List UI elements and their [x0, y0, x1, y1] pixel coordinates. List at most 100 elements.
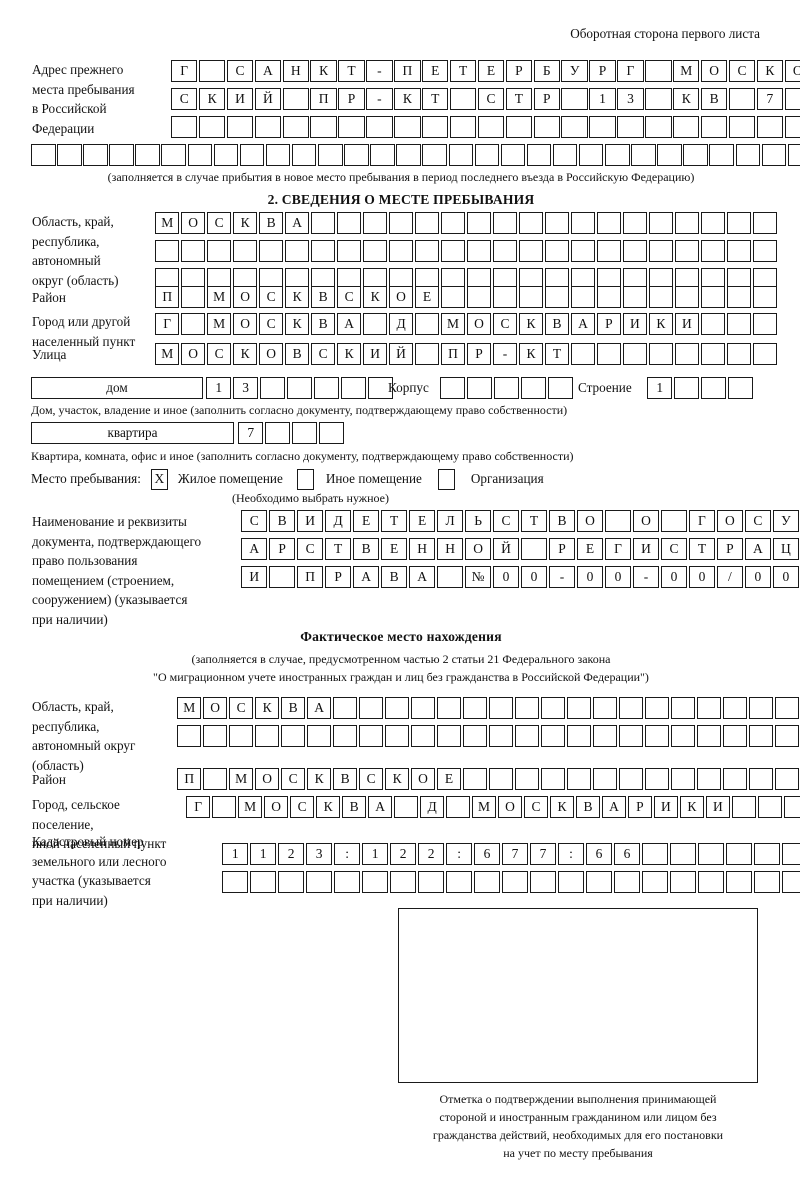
- prev-address-cell-12[interactable]: Р: [505, 60, 533, 82]
- actual-district-cell-23[interactable]: [774, 768, 800, 790]
- document-cell-6[interactable]: А: [408, 566, 436, 588]
- cadastral-cell-2[interactable]: 2: [277, 843, 305, 865]
- region-cell-3[interactable]: К: [232, 212, 258, 234]
- street-cell-5[interactable]: В: [284, 343, 310, 365]
- street-cell-22[interactable]: [726, 343, 752, 365]
- cadastral-cell-14[interactable]: [613, 871, 641, 893]
- actual-region-cell-16[interactable]: [592, 725, 618, 747]
- prev-address-cell-9[interactable]: [422, 116, 449, 138]
- city-cell-0[interactable]: Г: [155, 313, 180, 335]
- cadastral-cell-9[interactable]: 6: [473, 843, 501, 865]
- street-cell-16[interactable]: [570, 343, 596, 365]
- korpus-cell-1[interactable]: [466, 377, 493, 399]
- prev-address-cell-15[interactable]: 1: [589, 88, 616, 110]
- actual-city-cell-10[interactable]: [445, 796, 471, 818]
- cadastral-cell-14[interactable]: 6: [613, 843, 641, 865]
- prev-address-full-cell-23[interactable]: [631, 144, 656, 166]
- cadastral-cell-9[interactable]: [473, 871, 501, 893]
- region-cell-6[interactable]: [310, 240, 336, 262]
- region-cell-7[interactable]: [336, 240, 362, 262]
- cadastral-cell-15[interactable]: [641, 871, 669, 893]
- district-cell-18[interactable]: [622, 286, 648, 308]
- prev-address-cell-21[interactable]: [756, 116, 784, 138]
- document-cell-15[interactable]: [660, 510, 688, 532]
- region-cell-21[interactable]: [700, 240, 726, 262]
- cadastral-cell-8[interactable]: [445, 871, 473, 893]
- region-cell-18[interactable]: [622, 212, 648, 234]
- region-cell-10[interactable]: [414, 212, 440, 234]
- document-cell-7[interactable]: [436, 566, 464, 588]
- actual-district-cell-19[interactable]: [670, 768, 696, 790]
- prev-address-full-cell-13[interactable]: [370, 144, 395, 166]
- cadastral-cell-3[interactable]: 3: [305, 843, 333, 865]
- region-row-2[interactable]: [155, 240, 779, 262]
- prev-address-cell-4[interactable]: [282, 88, 309, 110]
- region-cell-5[interactable]: А: [284, 212, 310, 234]
- prev-address-full-cell-26[interactable]: [709, 144, 734, 166]
- document-cell-5[interactable]: Т: [380, 510, 408, 532]
- prev-address-cell-13[interactable]: Б: [533, 60, 560, 82]
- district-cell-21[interactable]: [700, 286, 726, 308]
- street-cell-23[interactable]: [752, 343, 778, 365]
- house-cell-5[interactable]: [340, 377, 367, 399]
- prev-address-full-cell-9[interactable]: [265, 144, 291, 166]
- actual-region-cell-7[interactable]: [358, 697, 384, 719]
- cadastral-cell-3[interactable]: [305, 871, 333, 893]
- prev-address-cell-16[interactable]: Г: [617, 60, 644, 82]
- korpus-cell-2[interactable]: [493, 377, 520, 399]
- region-cell-7[interactable]: [336, 212, 362, 234]
- cadastral-cell-13[interactable]: [585, 871, 613, 893]
- region-cell-22[interactable]: [726, 212, 752, 234]
- prev-address-cell-18[interactable]: М: [673, 60, 700, 82]
- prev-address-cell-21[interactable]: К: [756, 60, 784, 82]
- actual-district-cell-11[interactable]: [462, 768, 488, 790]
- district-cell-17[interactable]: [596, 286, 622, 308]
- actual-city-cell-16[interactable]: А: [601, 796, 627, 818]
- actual-district-cell-7[interactable]: С: [358, 768, 384, 790]
- cadastral-cell-0[interactable]: [222, 871, 249, 893]
- prev-address-cell-4[interactable]: Н: [282, 60, 309, 82]
- cadastral-cell-20[interactable]: [781, 843, 800, 865]
- actual-district-cell-6[interactable]: В: [332, 768, 358, 790]
- prev-address-cell-0[interactable]: [171, 116, 198, 138]
- actual-region-cell-22[interactable]: [748, 697, 774, 719]
- actual-region-cell-2[interactable]: С: [228, 697, 254, 719]
- city-cell-18[interactable]: И: [622, 313, 648, 335]
- cadastral-cell-17[interactable]: [697, 871, 725, 893]
- prev-address-cell-17[interactable]: [645, 60, 672, 82]
- region-cell-20[interactable]: [674, 240, 700, 262]
- flat-cell-0[interactable]: 7: [238, 422, 264, 444]
- prev-address-full-cell-10[interactable]: [291, 144, 317, 166]
- actual-region-cell-5[interactable]: [306, 725, 332, 747]
- region-cell-8[interactable]: [362, 212, 388, 234]
- city-cell-8[interactable]: [362, 313, 388, 335]
- actual-region-cell-20[interactable]: [696, 697, 722, 719]
- document-cell-14[interactable]: И: [632, 538, 660, 560]
- actual-region-cell-17[interactable]: [618, 725, 644, 747]
- prev-address-cell-7[interactable]: [366, 116, 393, 138]
- prev-address-cell-16[interactable]: [617, 116, 644, 138]
- city-cell-14[interactable]: К: [518, 313, 544, 335]
- document-cell-2[interactable]: С: [296, 538, 324, 560]
- prev-address-cell-16[interactable]: 3: [617, 88, 644, 110]
- actual-region-cell-6[interactable]: [332, 725, 358, 747]
- actual-city-cell-2[interactable]: М: [237, 796, 263, 818]
- region-cell-17[interactable]: [596, 240, 622, 262]
- district-cell-19[interactable]: [648, 286, 674, 308]
- cadastral-cell-1[interactable]: [249, 871, 277, 893]
- region-row-3[interactable]: [155, 268, 779, 290]
- prev-address-cell-12[interactable]: [505, 116, 533, 138]
- prev-address-cell-22[interactable]: О: [784, 60, 800, 82]
- city-cell-22[interactable]: [726, 313, 752, 335]
- city-cell-15[interactable]: В: [544, 313, 570, 335]
- actual-city-cell-3[interactable]: О: [263, 796, 289, 818]
- prev-address-cell-2[interactable]: [226, 116, 254, 138]
- korpus-cell-0[interactable]: [440, 377, 466, 399]
- district-cell-11[interactable]: [440, 286, 466, 308]
- actual-region-cell-14[interactable]: [540, 697, 566, 719]
- actual-region-cell-11[interactable]: [462, 697, 488, 719]
- actual-region-cell-19[interactable]: [670, 725, 696, 747]
- actual-region-cell-11[interactable]: [462, 725, 488, 747]
